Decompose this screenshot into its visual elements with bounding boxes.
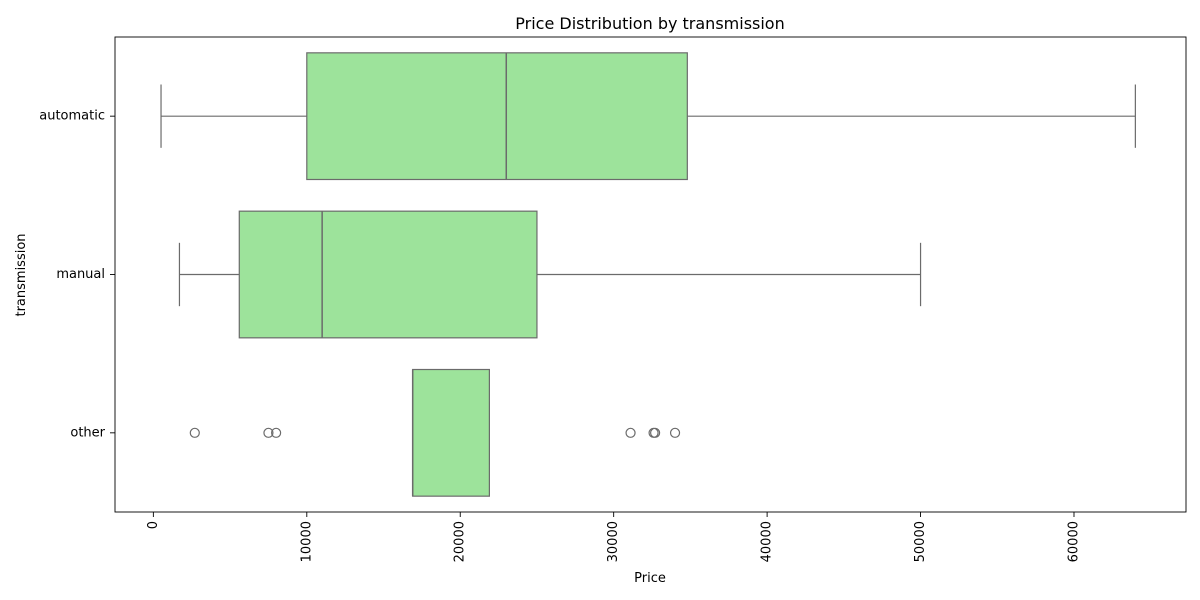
x-tick-label: 60000 (1066, 521, 1081, 562)
chart-title: Price Distribution by transmission (515, 14, 784, 33)
x-axis-label: Price (634, 571, 666, 586)
outlier-point (189, 427, 200, 438)
plot-area (160, 52, 1136, 497)
y-tick-label-automatic: automatic (39, 109, 105, 124)
outlier-point (271, 427, 282, 438)
outlier-point (625, 427, 636, 438)
x-tick-label: 40000 (760, 521, 775, 562)
box-group-manual (178, 210, 922, 339)
x-tick-label: 30000 (606, 521, 621, 562)
box-iqr (306, 52, 688, 181)
x-tick-label: 20000 (453, 521, 468, 562)
x-tick-label: 10000 (299, 521, 314, 562)
x-tick-label: 0 (146, 521, 161, 529)
box-group-other (189, 368, 681, 497)
y-tick-label-other: other (70, 425, 105, 440)
outlier-point (263, 427, 274, 438)
outlier-point (650, 427, 661, 438)
y-axis: automatic manual other (39, 109, 115, 440)
box-iqr (238, 210, 538, 339)
box-group-automatic (160, 52, 1136, 181)
y-tick-label-manual: manual (56, 267, 105, 282)
box-iqr (412, 368, 490, 497)
outlier-point (669, 427, 681, 438)
x-tick-label: 50000 (913, 521, 928, 562)
y-axis-label: transmission (14, 233, 29, 316)
x-axis: 0 10000 20000 30000 40000 50000 60000 (146, 512, 1081, 562)
